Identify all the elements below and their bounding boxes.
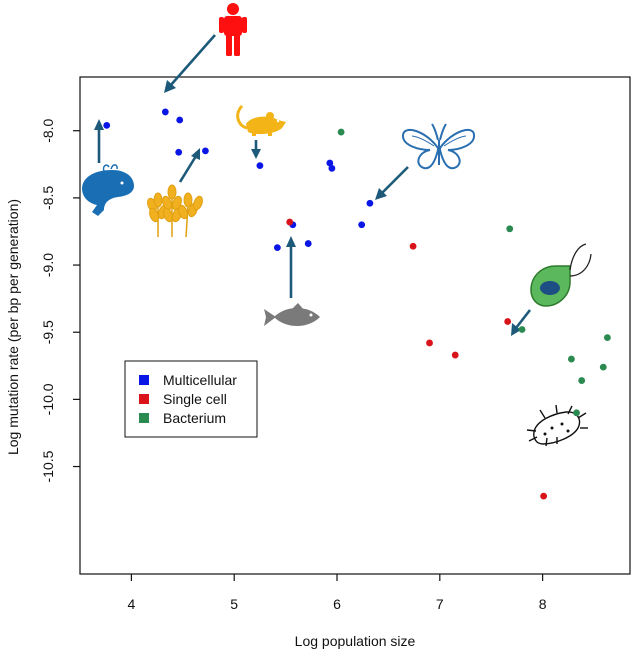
arrow-head-fish	[286, 236, 296, 247]
y-tick-label: -8.0	[40, 118, 56, 142]
arrow-wheat	[178, 155, 198, 183]
data-point-bacterium	[506, 225, 514, 233]
x-tick-label: 5	[230, 596, 238, 612]
legend-label-multicellular: Multicellular	[163, 372, 237, 388]
wheat-icon	[147, 184, 203, 238]
data-point-bacterium	[337, 128, 345, 136]
arrow-butterfly	[381, 166, 409, 194]
arrow-cell	[514, 309, 532, 329]
data-point-multicellular	[202, 147, 209, 155]
fish-icon	[264, 303, 320, 326]
data-point-bacterium	[599, 363, 607, 371]
whale-icon	[82, 164, 134, 216]
arrow-head-whale	[94, 119, 104, 130]
x-tick-label: 4	[128, 596, 136, 612]
data-point-bacterium	[568, 355, 575, 363]
data-point-multicellular	[256, 162, 264, 170]
arrow-head-cell	[511, 323, 521, 336]
x-axis: 4 5 6 7 8	[128, 574, 547, 612]
data-point-single-cell	[504, 318, 512, 325]
data-point-multicellular	[328, 164, 336, 172]
y-tick-label: -9.0	[40, 253, 56, 277]
data-point-bacterium	[603, 334, 611, 341]
data-point-multicellular	[326, 159, 334, 167]
butterfly-icon	[402, 123, 475, 170]
arrow-head-human	[164, 80, 176, 93]
legend-label-single-cell: Single cell	[163, 391, 227, 407]
x-tick-label: 6	[333, 596, 341, 612]
arrow-head-butterfly	[375, 188, 387, 200]
arrow-head-wheat	[191, 148, 200, 160]
bacterium-icon	[526, 404, 588, 447]
y-tick-label: -9.5	[40, 320, 56, 344]
x-axis-label: Log population size	[295, 633, 416, 649]
annotation-arrows	[94, 34, 532, 336]
data-point-single-cell	[540, 492, 548, 500]
arrow-head-mouse	[251, 149, 261, 159]
data-point-bacterium	[573, 409, 580, 417]
data-point-multicellular	[304, 240, 312, 247]
data-points	[103, 108, 611, 500]
legend-swatch-bacterium	[139, 413, 149, 423]
y-tick-label: -10.0	[40, 383, 56, 415]
y-tick-label: -10.5	[40, 450, 56, 482]
y-tick-label: -8.5	[40, 186, 56, 210]
data-point-single-cell	[426, 339, 433, 347]
y-axis: -8.0 -8.5 -9.0 -9.5 -10.0 -10.5	[40, 118, 80, 483]
data-point-single-cell	[409, 242, 417, 250]
data-point-multicellular	[358, 221, 366, 229]
flagellate-cell-icon	[530, 243, 592, 307]
plot-frame	[79, 76, 631, 575]
data-point-bacterium	[578, 377, 586, 384]
data-point-multicellular	[175, 148, 183, 156]
x-tick-label: 7	[436, 596, 444, 612]
legend-swatch-multicellular	[139, 375, 149, 385]
legend-swatch-single-cell	[139, 394, 149, 404]
legend-label-bacterium: Bacterium	[163, 410, 226, 426]
arrow-human	[169, 34, 216, 87]
x-tick-label: 8	[539, 596, 547, 612]
data-point-bacterium	[518, 326, 526, 333]
human-icon	[219, 3, 247, 56]
data-point-multicellular	[273, 244, 281, 251]
data-point-single-cell	[286, 218, 294, 226]
data-point-single-cell	[451, 351, 459, 359]
data-point-multicellular	[366, 199, 374, 207]
mouse-icon	[236, 104, 286, 136]
data-point-multicellular	[103, 121, 111, 129]
data-point-multicellular	[176, 116, 184, 124]
data-point-multicellular	[161, 108, 169, 116]
legend: Multicellular Single cell Bacterium	[124, 360, 258, 438]
y-axis-label: Log mutation rate (per bp per generation…	[5, 199, 21, 455]
